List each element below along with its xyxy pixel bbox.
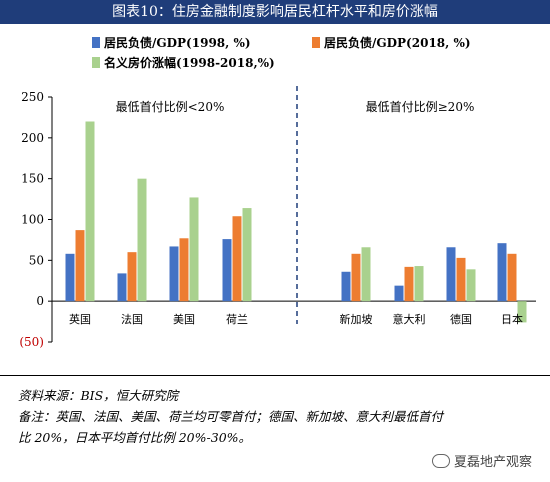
bar-0-6 xyxy=(446,247,456,302)
y-tick-label: 250 xyxy=(21,90,44,104)
bar-1-2 xyxy=(179,238,189,302)
y-tick-label: (50) xyxy=(19,335,44,349)
bar-0-1 xyxy=(117,273,127,302)
y-tick-label: 200 xyxy=(21,131,44,145)
bar-2-2 xyxy=(189,197,199,302)
legend-label-2: 名义房价涨幅(1998-2018,%) xyxy=(104,55,275,70)
category-label: 荷兰 xyxy=(226,313,248,326)
category-labels: 英国 法国 美国 荷兰 新加坡 意大利 德国 日本 xyxy=(69,312,523,326)
wechat-icon xyxy=(431,454,450,468)
bar-1-5 xyxy=(404,266,414,302)
bar-2-6 xyxy=(466,269,476,302)
bar-2-4 xyxy=(361,247,371,302)
figure-title: 图表10：住房金融制度影响居民杠杆水平和房价涨幅 xyxy=(0,0,550,24)
legend-label-0: 居民负债/GDP(1998, %) xyxy=(104,35,251,50)
watermark-text: 夏磊地产观察 xyxy=(453,455,532,470)
legend-swatch-1 xyxy=(312,37,320,48)
category-label: 意大利 xyxy=(393,312,426,326)
legend: 居民负债/GDP(1998, %) 居民负债/GDP(2018, %) 名义房价涨幅… xyxy=(92,35,471,70)
source-note: 资料来源：BIS，恒大研究院 xyxy=(18,388,179,403)
y-tick-label: 50 xyxy=(29,253,44,267)
remark-note-line1: 备注：英国、法国、美国、荷兰均可零首付；德国、新加坡、意大利最低首付 xyxy=(18,409,444,424)
bar-2-7 xyxy=(517,301,527,323)
legend-swatch-2 xyxy=(92,57,100,68)
category-label: 英国 xyxy=(69,312,91,326)
bar-0-4 xyxy=(341,271,351,302)
legend-swatch-0 xyxy=(92,37,100,48)
bar-1-0 xyxy=(75,230,85,302)
bar-0-0 xyxy=(65,253,75,302)
bar-0-2 xyxy=(169,246,179,302)
notes-area: 资料来源：BIS，恒大研究院 备注：英国、法国、美国、荷兰均可零首付；德国、新加… xyxy=(0,375,550,482)
bar-2-5 xyxy=(414,266,424,302)
category-label: 德国 xyxy=(450,312,472,326)
bar-0-5 xyxy=(394,285,404,302)
bar-1-3 xyxy=(232,216,242,302)
watermark: 夏磊地产观察 xyxy=(431,451,532,470)
bar-1-1 xyxy=(127,252,137,302)
bar-1-6 xyxy=(456,257,466,302)
bar-2-1 xyxy=(137,178,147,302)
bar-1-4 xyxy=(351,253,361,302)
bar-1-7 xyxy=(507,253,517,302)
y-tick-label: 100 xyxy=(21,213,44,227)
legend-label-1: 居民负债/GDP(2018, %) xyxy=(324,35,471,50)
bar-0-3 xyxy=(222,239,232,302)
bar-0-7 xyxy=(497,243,507,302)
bar-chart: 居民负债/GDP(1998, %) 居民负债/GDP(2018, %) 名义房价涨幅… xyxy=(19,35,536,349)
annotation-high-downpayment: 最低首付比例≥20% xyxy=(366,100,475,114)
bars xyxy=(65,121,527,323)
remark-note-line2: 比 20%，日本平均首付比例 20%-30%。 xyxy=(18,430,252,445)
category-label: 新加坡 xyxy=(340,312,373,326)
annotation-low-downpayment: 最低首付比例<20% xyxy=(116,100,225,114)
axes: (50) 0 50 100 150 200 250 xyxy=(19,90,536,349)
y-tick-label: 150 xyxy=(21,172,44,186)
category-label: 美国 xyxy=(173,313,195,326)
bar-2-0 xyxy=(85,121,95,302)
y-tick-label: 0 xyxy=(36,294,44,308)
category-label: 日本 xyxy=(501,312,523,326)
category-label: 法国 xyxy=(121,312,143,326)
bar-2-3 xyxy=(242,208,252,302)
